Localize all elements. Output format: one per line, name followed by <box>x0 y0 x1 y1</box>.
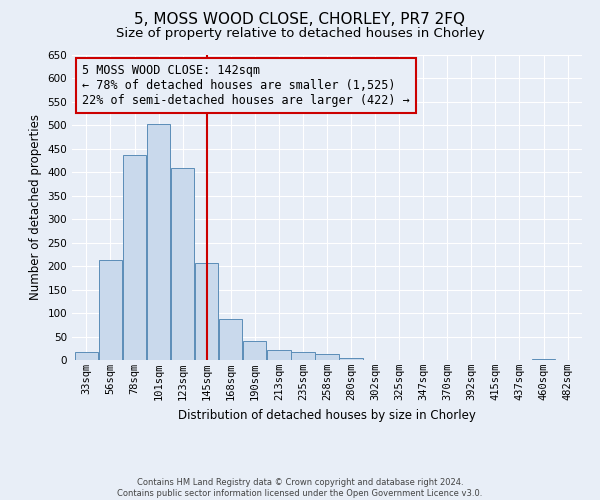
Bar <box>195 263 218 360</box>
Bar <box>75 352 98 360</box>
Bar <box>316 354 338 360</box>
Text: 5, MOSS WOOD CLOSE, CHORLEY, PR7 2FQ: 5, MOSS WOOD CLOSE, CHORLEY, PR7 2FQ <box>134 12 466 28</box>
Bar <box>532 358 555 360</box>
Bar <box>147 124 170 360</box>
Bar <box>123 155 146 360</box>
Bar <box>340 358 363 360</box>
Text: 5 MOSS WOOD CLOSE: 142sqm
← 78% of detached houses are smaller (1,525)
22% of se: 5 MOSS WOOD CLOSE: 142sqm ← 78% of detac… <box>82 64 410 107</box>
Bar <box>243 341 266 360</box>
Bar <box>99 260 122 360</box>
Bar <box>219 318 242 360</box>
X-axis label: Distribution of detached houses by size in Chorley: Distribution of detached houses by size … <box>178 408 476 422</box>
Y-axis label: Number of detached properties: Number of detached properties <box>29 114 42 300</box>
Bar <box>291 352 314 360</box>
Bar <box>171 168 194 360</box>
Text: Contains HM Land Registry data © Crown copyright and database right 2024.
Contai: Contains HM Land Registry data © Crown c… <box>118 478 482 498</box>
Text: Size of property relative to detached houses in Chorley: Size of property relative to detached ho… <box>116 28 484 40</box>
Bar <box>267 350 290 360</box>
